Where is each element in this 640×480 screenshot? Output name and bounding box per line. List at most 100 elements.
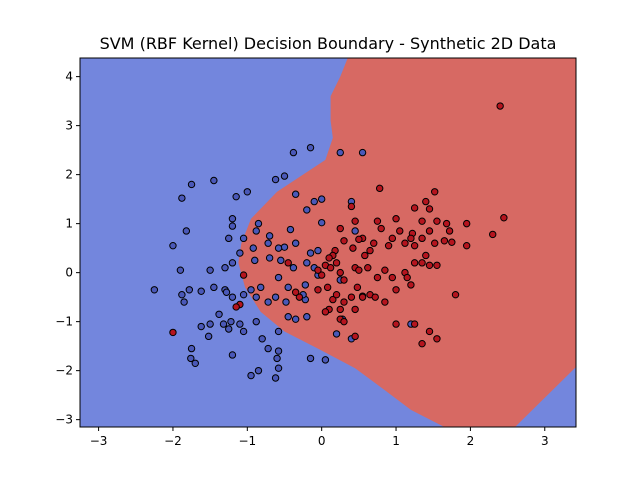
- x-tick-label: −3: [90, 434, 108, 448]
- y-tick-label: −3: [55, 413, 73, 427]
- data-point-class-1: [332, 290, 341, 299]
- data-point-class-1: [410, 259, 419, 267]
- data-point-class-0: [219, 320, 228, 328]
- data-point-class-1: [410, 204, 419, 212]
- data-point-class-1: [314, 266, 322, 274]
- data-point-class-1: [462, 241, 471, 250]
- data-point-class-1: [433, 261, 441, 269]
- data-point-class-0: [265, 254, 274, 262]
- data-point-class-0: [264, 344, 272, 353]
- data-point-class-0: [289, 148, 298, 157]
- data-point-class-0: [303, 259, 311, 267]
- data-point-class-1: [440, 237, 449, 245]
- data-point-class-0: [317, 195, 326, 203]
- data-point-class-1: [418, 339, 426, 348]
- data-point-class-1: [431, 239, 439, 247]
- data-point-class-0: [236, 320, 244, 328]
- data-point-class-1: [370, 239, 378, 247]
- data-point-class-0: [187, 180, 196, 189]
- data-point-class-1: [351, 217, 359, 225]
- data-point-class-0: [225, 234, 233, 243]
- data-point-class-1: [169, 328, 177, 337]
- data-point-class-1: [392, 320, 400, 328]
- data-point-class-1: [317, 271, 326, 279]
- data-point-class-1: [325, 254, 333, 262]
- data-point-class-0: [274, 364, 283, 372]
- y-axis-ticks: −3 −2 −1 0 1 2 3 4: [55, 70, 80, 427]
- chart-title: SVM (RBF Kernel) Decision Boundary - Syn…: [100, 34, 557, 53]
- data-point-class-1: [336, 268, 344, 277]
- data-point-class-1: [422, 197, 430, 206]
- data-point-class-1: [371, 293, 379, 301]
- data-point-class-1: [448, 238, 456, 246]
- data-point-class-1: [388, 234, 397, 243]
- data-point-class-0: [251, 256, 259, 265]
- data-point-class-0: [271, 374, 280, 382]
- x-tick-label: 2: [467, 434, 475, 448]
- x-tick-label: −1: [238, 434, 256, 448]
- data-point-class-0: [280, 172, 289, 180]
- data-point-class-1: [336, 224, 344, 233]
- data-point-class-0: [206, 320, 214, 328]
- data-point-class-1: [425, 205, 434, 213]
- data-point-class-0: [169, 241, 177, 250]
- data-point-class-0: [227, 317, 235, 326]
- data-point-class-0: [274, 273, 283, 282]
- data-point-class-0: [197, 322, 205, 331]
- data-point-class-0: [221, 264, 229, 272]
- data-point-class-1: [364, 264, 372, 272]
- data-point-class-1: [445, 227, 454, 235]
- data-point-class-0: [243, 188, 252, 196]
- data-point-class-1: [340, 276, 348, 284]
- data-point-class-0: [236, 249, 244, 257]
- data-point-class-0: [273, 354, 281, 363]
- data-point-class-0: [180, 298, 188, 306]
- data-point-class-1: [340, 237, 348, 245]
- data-point-class-0: [191, 359, 199, 367]
- y-tick-label: 4: [65, 70, 73, 84]
- data-point-class-1: [321, 308, 330, 316]
- data-point-class-0: [210, 176, 218, 185]
- data-point-class-0: [228, 293, 237, 301]
- data-point-class-0: [286, 225, 295, 234]
- data-point-class-1: [422, 251, 430, 260]
- data-point-class-1: [329, 295, 337, 304]
- y-tick-label: 2: [65, 168, 73, 182]
- data-point-class-1: [489, 230, 497, 239]
- data-point-class-1: [336, 305, 344, 314]
- data-point-class-1: [295, 293, 304, 301]
- data-point-class-1: [496, 102, 504, 110]
- data-point-class-0: [264, 298, 272, 306]
- y-tick-label: 1: [65, 217, 73, 231]
- data-point-class-0: [265, 232, 274, 240]
- data-point-class-0: [280, 243, 289, 251]
- data-point-class-0: [291, 315, 300, 323]
- data-point-class-1: [442, 219, 451, 228]
- data-point-class-0: [306, 354, 315, 363]
- data-point-class-1: [431, 188, 439, 196]
- data-point-class-1: [375, 184, 384, 193]
- y-tick-label: 3: [65, 119, 73, 133]
- data-point-class-0: [306, 249, 315, 257]
- data-point-class-0: [232, 192, 240, 201]
- data-point-class-1: [351, 332, 359, 341]
- data-point-class-1: [351, 305, 359, 314]
- data-point-class-0: [291, 190, 300, 198]
- data-point-class-1: [384, 241, 393, 250]
- data-point-class-1: [239, 271, 248, 279]
- data-point-class-0: [247, 371, 255, 380]
- data-point-class-0: [228, 259, 237, 267]
- data-point-class-1: [349, 244, 357, 252]
- data-point-class-0: [274, 244, 283, 252]
- data-point-class-1: [377, 224, 385, 233]
- x-axis-ticks: −3 −2 −1 0 1 2 3: [90, 427, 549, 448]
- data-point-class-0: [271, 175, 280, 184]
- data-point-class-0: [332, 330, 341, 338]
- data-point-class-1: [358, 293, 367, 301]
- data-point-class-1: [388, 273, 397, 282]
- data-point-class-0: [182, 227, 191, 235]
- data-point-class-0: [351, 227, 359, 235]
- data-point-class-1: [326, 264, 335, 272]
- data-point-class-1: [462, 219, 471, 228]
- data-point-class-0: [228, 215, 237, 223]
